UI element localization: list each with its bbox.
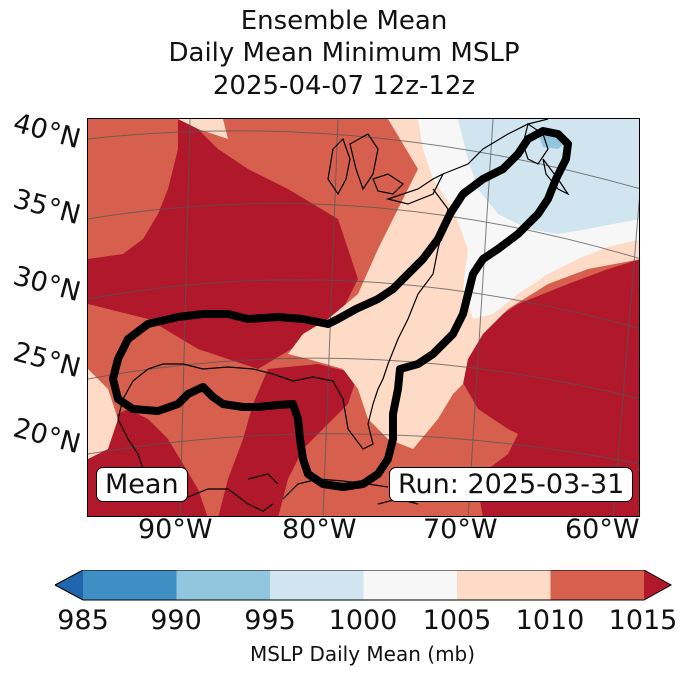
lat-label-35: 35°N	[9, 183, 84, 232]
colorbar-outline	[55, 570, 673, 601]
colorbar-extend-low	[55, 570, 83, 600]
title-line-1: Ensemble Mean	[240, 6, 448, 36]
lon-label-90w: 90°W	[138, 514, 213, 545]
mean-label: Mean	[96, 467, 188, 502]
colorbar-bin-985-990	[83, 570, 177, 600]
lat-label-20: 20°N	[9, 412, 84, 461]
colorbar-tick-990: 990	[150, 605, 202, 636]
lat-label-25: 25°N	[9, 336, 84, 385]
colorbar-tick-985: 985	[57, 605, 109, 636]
colorbar-bin-1010-1015	[550, 570, 644, 600]
colorbar	[55, 570, 673, 601]
colorbar-tick-1005: 1005	[422, 605, 492, 636]
lon-label-80w: 80°W	[282, 514, 357, 545]
mslp-map	[88, 119, 639, 516]
run-date-label: Run: 2025-03-31	[389, 467, 634, 502]
colorbar-bin-1000-1005	[363, 570, 457, 600]
colorbar-bin-990-995	[176, 570, 270, 600]
colorbar-bin-995-1000	[270, 570, 364, 600]
title-line-3: 2025-04-07 12z-12z	[212, 71, 476, 101]
colorbar-tick-995: 995	[244, 605, 296, 636]
colorbar-bin-1005-1010	[457, 570, 551, 600]
title-line-2: Daily Mean Minimum MSLP	[168, 38, 520, 68]
colorbar-tick-1010: 1010	[515, 605, 585, 636]
colorbar-tick-1015: 1015	[608, 605, 678, 636]
lat-label-40: 40°N	[9, 107, 84, 156]
colorbar-extend-high	[644, 570, 671, 600]
lon-label-70w: 70°W	[423, 514, 498, 545]
colorbar-label: MSLP Daily Mean (mb)	[249, 642, 476, 666]
ensemble-outline	[109, 127, 572, 491]
lon-label-60w: 60°W	[565, 514, 640, 545]
lat-label-30: 30°N	[9, 260, 84, 309]
colorbar-tick-1000: 1000	[328, 605, 398, 636]
map-panel	[87, 118, 640, 517]
